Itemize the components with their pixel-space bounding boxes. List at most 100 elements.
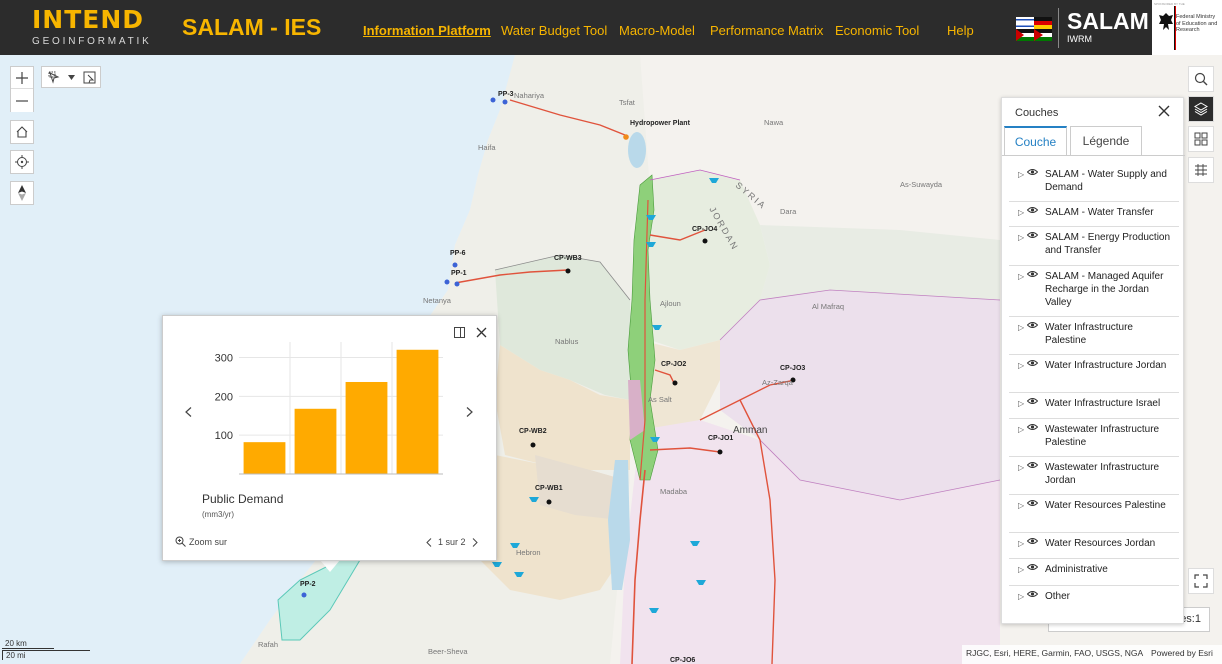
eye-icon[interactable] (1027, 423, 1038, 431)
eye-icon[interactable] (1027, 359, 1038, 367)
eye-icon[interactable] (1027, 321, 1038, 329)
eye-icon[interactable] (1027, 563, 1038, 571)
point-pp3b[interactable] (502, 99, 508, 105)
table-button[interactable] (1188, 157, 1214, 183)
expand-icon[interactable]: ▷ (1018, 463, 1025, 472)
point-cpjo1[interactable] (717, 449, 723, 455)
zoom-out-button[interactable] (11, 90, 33, 112)
chart-bar[interactable] (294, 408, 337, 474)
layer-item[interactable]: ▷ Water Infrastructure Palestine (1009, 317, 1179, 355)
expand-icon[interactable]: ▷ (1018, 272, 1025, 281)
popup-dock-button[interactable] (454, 325, 465, 343)
eye-icon[interactable] (1027, 231, 1038, 239)
expand-icon[interactable]: ▷ (1018, 592, 1025, 601)
layer-list: ▷ SALAM - Water Supply and Demand ▷ SALAM … (1009, 164, 1179, 613)
expand-icon[interactable]: ▷ (1018, 539, 1025, 548)
layer-item[interactable]: ▷ Water Infrastructure Israel (1009, 393, 1179, 419)
place-hebron: Hebron (516, 548, 541, 557)
place-nawa: Nawa (764, 118, 784, 127)
compass-button[interactable] (10, 181, 34, 205)
eye-icon[interactable] (1027, 499, 1038, 507)
eye-icon[interactable] (1027, 461, 1038, 469)
label-pp1: PP-1 (451, 270, 467, 277)
chart-bar[interactable] (396, 349, 439, 474)
pager-next-icon[interactable] (472, 537, 478, 547)
layer-item[interactable]: ▷ Water Infrastructure Jordan (1009, 355, 1179, 393)
eye-icon[interactable] (1027, 270, 1038, 278)
expand-icon[interactable]: ▷ (1018, 170, 1025, 179)
point-cpjo3[interactable] (790, 377, 796, 383)
nav-help[interactable]: Help (947, 23, 974, 38)
eye-icon[interactable] (1027, 397, 1038, 405)
point-cpwb3[interactable] (565, 268, 571, 274)
nav-economic-tool[interactable]: Economic Tool (835, 23, 920, 38)
nav-information-platform[interactable]: Information Platform (363, 23, 491, 38)
expand-icon[interactable]: ▷ (1018, 323, 1025, 332)
layer-item[interactable]: ▷ SALAM - Water Transfer (1009, 202, 1179, 227)
nav-macro-model[interactable]: Macro-Model (619, 23, 695, 38)
app-title: SALAM - IES (182, 14, 322, 40)
point-pp2[interactable] (301, 592, 307, 598)
layer-item[interactable]: ▷ Other (1009, 586, 1179, 613)
basemap-button[interactable] (1188, 126, 1214, 152)
eye-icon[interactable] (1027, 590, 1038, 598)
point-pp3a[interactable] (490, 97, 496, 103)
chart-prev-button[interactable] (185, 404, 192, 422)
zoom-in-button[interactable] (11, 67, 33, 89)
layer-item[interactable]: ▷ SALAM - Managed Aquifer Recharge in the… (1009, 266, 1179, 317)
layer-item[interactable]: ▷ Water Resources Palestine (1009, 495, 1179, 533)
pager-prev-icon[interactable] (426, 537, 432, 547)
expand-icon[interactable]: ▷ (1018, 208, 1025, 217)
tab-legende[interactable]: Légende (1070, 126, 1142, 155)
label-cpwb3: CP-WB3 (554, 255, 582, 262)
layer-label: Other (1045, 591, 1071, 602)
expand-icon[interactable]: ▷ (1018, 425, 1025, 434)
expand-icon[interactable]: ▷ (1018, 361, 1025, 370)
fullscreen-button[interactable] (1188, 568, 1214, 594)
locate-button[interactable] (10, 150, 34, 174)
layer-item[interactable]: ▷ SALAM - Water Supply and Demand (1009, 164, 1179, 202)
chart-bar[interactable] (345, 381, 388, 474)
point-pp1a[interactable] (444, 279, 450, 285)
layers-panel: Couches Couche Légende ▷ SALAM - Water Su… (1001, 97, 1185, 624)
point-pp6[interactable] (452, 262, 458, 268)
clear-selection-icon[interactable] (83, 71, 97, 85)
layer-item[interactable]: ▷ SALAM - Energy Production and Transfer (1009, 227, 1179, 266)
layers-button[interactable] (1188, 96, 1214, 122)
nav-water-budget-tool[interactable]: Water Budget Tool (501, 23, 608, 38)
point-cpwb2[interactable] (530, 442, 536, 448)
expand-icon[interactable]: ▷ (1018, 565, 1025, 574)
eye-icon[interactable] (1027, 168, 1038, 176)
nav-performance-matrix[interactable]: Performance Matrix (710, 23, 824, 38)
search-button[interactable] (1188, 66, 1214, 92)
powered-by[interactable]: Powered by Esri (1151, 648, 1213, 658)
point-cpjo2[interactable] (672, 380, 678, 386)
layers-close-button[interactable] (1157, 104, 1173, 120)
expand-icon[interactable]: ▷ (1018, 399, 1025, 408)
layer-item[interactable]: ▷ Water Resources Jordan (1009, 533, 1179, 559)
layer-item[interactable]: ▷ Administrative (1009, 559, 1179, 586)
point-cpwb1[interactable] (546, 499, 552, 505)
layer-item[interactable]: ▷ Wastewater Infrastructure Jordan (1009, 457, 1179, 495)
point-cpjo4[interactable] (702, 238, 708, 244)
eye-icon[interactable] (1027, 537, 1038, 545)
layer-item[interactable]: ▷ Wastewater Infrastructure Palestine (1009, 419, 1179, 457)
popup-close-button[interactable] (476, 325, 487, 343)
zoom-to-button[interactable]: Zoom sur (175, 536, 227, 547)
point-hydropower[interactable] (623, 134, 629, 140)
expand-icon[interactable]: ▷ (1018, 233, 1025, 242)
map-attribution: RJGC, Esri, HERE, Garmin, FAO, USGS, NGA… (962, 645, 1222, 664)
minus-icon (16, 100, 28, 102)
tab-couche[interactable]: Couche (1004, 126, 1067, 155)
select-pointer-icon[interactable] (48, 71, 62, 85)
tabs-divider (1002, 155, 1185, 156)
intend-logo[interactable]: INTEND GEOINFORMATIK (32, 6, 154, 48)
chevron-down-icon[interactable] (68, 75, 75, 80)
scale-bar: 20 km 20 mi (2, 639, 90, 660)
chart-next-button[interactable] (466, 404, 473, 422)
eye-icon[interactable] (1027, 206, 1038, 214)
chart-bar[interactable] (243, 442, 286, 474)
home-button[interactable] (10, 120, 34, 144)
expand-icon[interactable]: ▷ (1018, 501, 1025, 510)
point-pp1b[interactable] (454, 281, 460, 287)
